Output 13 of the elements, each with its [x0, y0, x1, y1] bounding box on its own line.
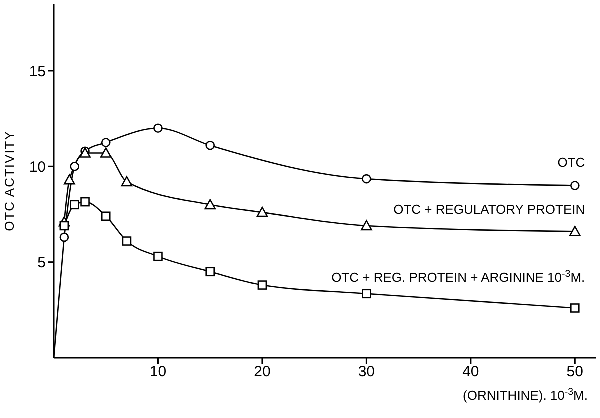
y-axis-title: OTC ACTIVITY: [2, 130, 17, 232]
x-tick-label: 30: [358, 364, 376, 381]
series-label: OTC + REGULATORY PROTEIN: [394, 202, 586, 217]
y-tick-label: 10: [29, 158, 46, 176]
series-label: OTC: [558, 155, 586, 170]
y-tick-label: 5: [38, 254, 46, 272]
x-axis-title: (ORNITHINE). 10$^{-3}$M.: [463, 386, 588, 403]
y-tick-label: 15: [29, 63, 46, 80]
x-tick-label: 20: [254, 364, 271, 381]
x-tick-label: 10: [150, 364, 167, 381]
x-tick-label: 50: [566, 364, 584, 381]
x-tick-label: 40: [462, 364, 480, 381]
series-label: OTC + REG. PROTEIN + ARGININE 10$^{-3}$M.: [332, 268, 586, 285]
